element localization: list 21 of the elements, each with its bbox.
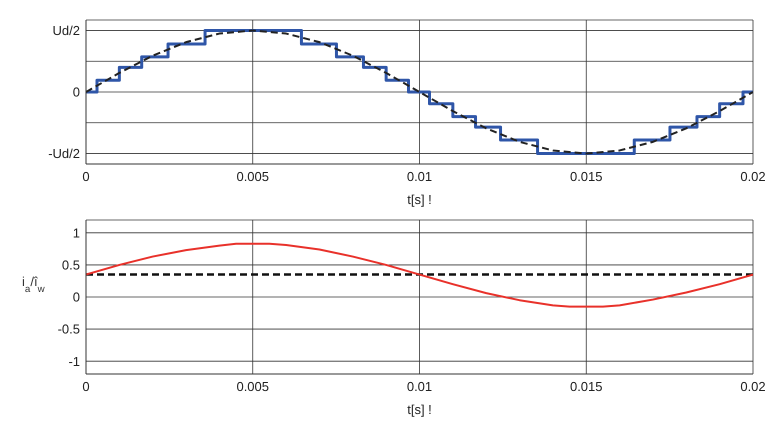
y-axis-title: i$_{a}$/î$_{w}$ xyxy=(22,274,46,295)
x-tick-label: 0.005 xyxy=(236,169,270,184)
line-series xyxy=(86,242,753,308)
y-tick-label: -1 xyxy=(68,354,80,369)
y-tick-label: 0 xyxy=(72,290,80,305)
x-tick-label: 0.01 xyxy=(406,169,432,184)
x-axis-title: t[s] ! xyxy=(407,192,432,207)
text: -Ud/2 xyxy=(48,146,80,162)
x-tick-label: 0.02 xyxy=(740,379,766,394)
x-tick-label: 0 xyxy=(82,169,90,184)
x-tick-label: 0.02 xyxy=(740,169,766,184)
x-tick-label: 0.005 xyxy=(236,379,270,394)
x-tick-label: 0.015 xyxy=(570,169,603,184)
x-tick-label: 0.01 xyxy=(406,379,432,394)
x-tick-label: 0 xyxy=(82,379,90,394)
y-tick-label: 0.5 xyxy=(62,258,80,273)
y-tick-label: 1 xyxy=(72,225,80,240)
x-tick-label: 0.015 xyxy=(570,379,603,394)
x-axis-title: t[s] ! xyxy=(407,402,432,417)
text: Ud/2 xyxy=(52,23,80,38)
y-tick-label: -0.5 xyxy=(58,322,80,337)
